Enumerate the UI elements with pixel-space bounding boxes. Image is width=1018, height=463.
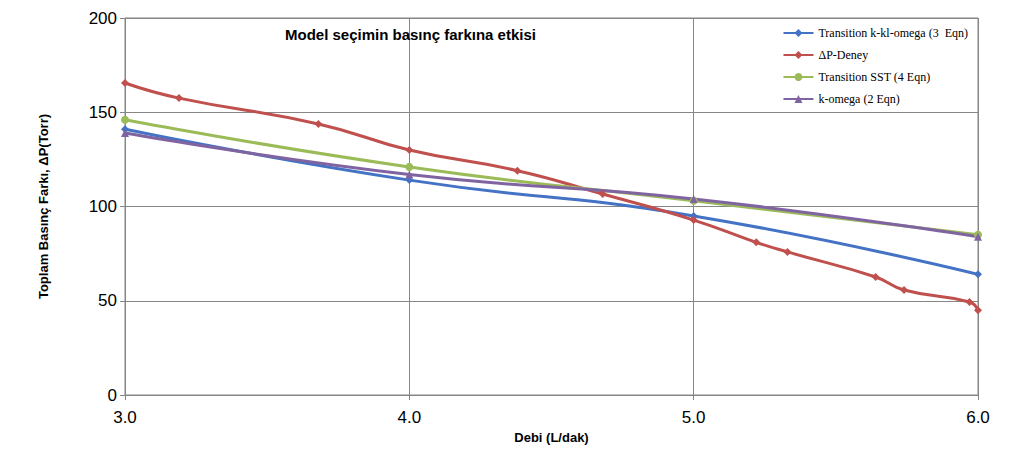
- svg-text:200: 200: [89, 9, 117, 28]
- svg-text:Toplam Basınç Farkı, ΔP(Torr): Toplam Basınç Farkı, ΔP(Torr): [36, 114, 51, 299]
- svg-text:150: 150: [89, 103, 117, 122]
- svg-text:4.0: 4.0: [398, 408, 422, 427]
- svg-text:5.0: 5.0: [682, 408, 706, 427]
- svg-text:Debi (L/dak): Debi (L/dak): [514, 430, 588, 445]
- svg-text:Model seçimin basınç farkına e: Model seçimin basınç farkına etkisi: [285, 26, 536, 43]
- svg-text:k-omega (2 Eqn): k-omega (2 Eqn): [818, 92, 899, 106]
- svg-text:6.0: 6.0: [966, 408, 990, 427]
- svg-text:3.0: 3.0: [113, 408, 137, 427]
- svg-text:Transition k-kl-omega (3 Eqn): Transition k-kl-omega (3 Eqn): [818, 26, 968, 40]
- svg-text:Transition SST (4 Eqn): Transition SST (4 Eqn): [818, 70, 930, 84]
- svg-text:50: 50: [98, 291, 117, 310]
- svg-text:0: 0: [108, 386, 117, 405]
- svg-text:100: 100: [89, 197, 117, 216]
- svg-text:ΔP-Deney: ΔP-Deney: [818, 48, 868, 62]
